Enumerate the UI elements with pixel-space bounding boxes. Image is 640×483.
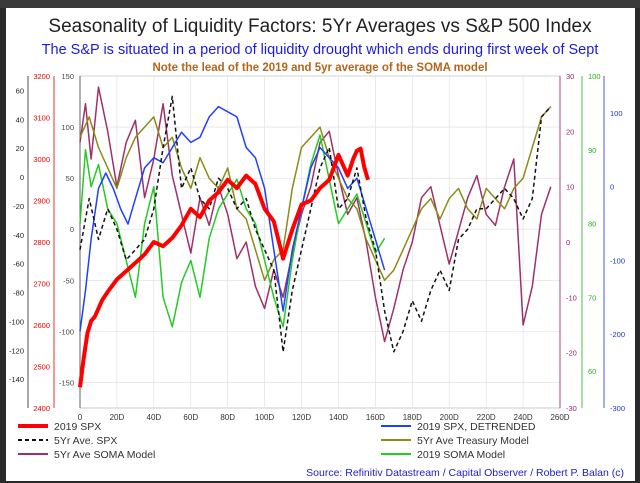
right-soma2019-tick-label: 70 <box>588 293 596 302</box>
inner-left-price-tick-label: 2500 <box>33 363 50 372</box>
series-line-2019-soma-model <box>79 134 386 328</box>
outer-left-tick-label: -20 <box>13 202 24 211</box>
right-soma2019-tick-label: 90 <box>588 146 596 155</box>
grid-layer <box>79 75 561 409</box>
inner-left-price-tick-label: 3100 <box>33 114 50 123</box>
right-soma-tick-label: 30 <box>566 72 574 81</box>
liquidity-seasonality-chart: Seasonality of Liquidity Factors: 5Yr Av… <box>9 16 625 479</box>
outer-left-tick-label: -60 <box>13 260 24 269</box>
outer-left-tick-label: 60 <box>16 86 24 95</box>
right-soma2019-tick-label: 60 <box>588 367 596 376</box>
x-tick-label: 200D <box>440 413 459 422</box>
x-tick-label: 20D <box>110 413 125 422</box>
right-detrended-tick-label: 100 <box>610 109 623 118</box>
x-tick-label: 60D <box>183 413 198 422</box>
right-soma-tick-label: 10 <box>566 183 574 192</box>
legend-label: 2019 SPX, DETRENDED <box>417 421 536 433</box>
inner-left-price-tick-label: 2600 <box>33 321 50 330</box>
right-detrended-tick-label: -300 <box>610 404 625 413</box>
x-tick-label: 80D <box>220 413 235 422</box>
legend-label: 5Yr Ave. SPX <box>54 435 117 447</box>
series-line-2019-spx-detrended <box>79 105 386 332</box>
series-line-2019-spx <box>78 146 370 388</box>
chart-card: Seasonality of Liquidity Factors: 5Yr Av… <box>6 8 635 481</box>
legend-label: 2019 SPX <box>54 421 101 433</box>
x-tick-label: 260D <box>550 413 569 422</box>
right-soma2019-tick-label: 80 <box>588 220 596 229</box>
chart-subtitle: The S&P is situated in a period of liqui… <box>42 42 599 58</box>
outer-left-tick-label: 0 <box>20 173 24 182</box>
inner-left-oscillator-tick-label: -150 <box>59 378 74 387</box>
x-tick-label: 180D <box>403 413 422 422</box>
right-detrended-tick-label: -100 <box>610 256 625 265</box>
series-line-5yr-ave-treasury-model <box>79 106 552 282</box>
inner-left-oscillator-tick-label: 50 <box>66 174 74 183</box>
x-tick-label: 0 <box>78 413 83 422</box>
x-tick-label: 240D <box>514 413 533 422</box>
chart-note: Note the lead of the 2019 and 5yr averag… <box>152 62 487 74</box>
inner-left-price-tick-label: 3000 <box>33 155 50 164</box>
right-soma-tick-label: -30 <box>566 404 577 413</box>
inner-left-oscillator-tick-label: -50 <box>63 276 74 285</box>
inner-left-price-tick-label: 3200 <box>33 72 50 81</box>
legend-label: 2019 SOMA Model <box>417 449 505 461</box>
legend-label: 5Yr Ave Treasury Model <box>417 435 529 447</box>
series-line-5yr-ave-soma-model <box>79 86 552 343</box>
right-soma2019-tick-label: 100 <box>588 72 601 81</box>
x-tick-label: 100D <box>255 413 274 422</box>
right-soma-tick-label: 0 <box>566 238 570 247</box>
legend: 2019 SPX 2019 SPX, DETRENDED 5Yr Ave. SPX 5… <box>18 421 536 461</box>
right-detrended-tick-label: 0 <box>610 183 614 192</box>
right-soma-tick-label: 20 <box>566 127 574 136</box>
legend-label: 5Yr Ave SOMA Model <box>54 449 155 461</box>
outer-left-tick-label: -140 <box>9 375 24 384</box>
chart-title: Seasonality of Liquidity Factors: 5Yr Av… <box>48 16 592 37</box>
outer-left-tick-label: 20 <box>16 144 24 153</box>
right-detrended-tick-label: -200 <box>610 330 625 339</box>
right-soma-tick-label: -20 <box>566 349 577 358</box>
inner-left-oscillator-tick-label: 0 <box>70 225 74 234</box>
outer-left-tick-label: -40 <box>13 231 24 240</box>
inner-left-price-tick-label: 2900 <box>33 197 50 206</box>
chart-source: Source: Refinitiv Datastream / Capital O… <box>306 467 624 479</box>
inner-left-oscillator-tick-label: 150 <box>61 72 74 81</box>
outer-left-tick-label: -100 <box>9 317 24 326</box>
inner-left-price-tick-label: 2800 <box>33 238 50 247</box>
x-tick-label: 120D <box>292 413 311 422</box>
x-tick-label: 140D <box>329 413 348 422</box>
inner-left-price-tick-label: 2400 <box>33 404 50 413</box>
inner-left-oscillator-tick-label: 100 <box>61 123 74 132</box>
inner-left-oscillator-tick-label: -100 <box>59 327 74 336</box>
inner-left-price-tick-label: 2700 <box>33 280 50 289</box>
axes-layer: 0 20D 40D 60D 80D 100D 120D 140D 160D 180D 200D 220… <box>9 72 625 422</box>
x-tick-label: 40D <box>147 413 162 422</box>
outer-left-tick-label: 40 <box>16 115 24 124</box>
series-layer <box>78 86 552 388</box>
series-line-5yr-ave-spx <box>79 95 552 353</box>
right-soma-tick-label: -10 <box>566 293 577 302</box>
x-tick-label: 160D <box>366 413 385 422</box>
browser-top-strip <box>0 0 640 8</box>
outer-left-tick-label: -80 <box>13 289 24 298</box>
outer-left-tick-label: -120 <box>9 346 24 355</box>
x-tick-label: 220D <box>477 413 496 422</box>
